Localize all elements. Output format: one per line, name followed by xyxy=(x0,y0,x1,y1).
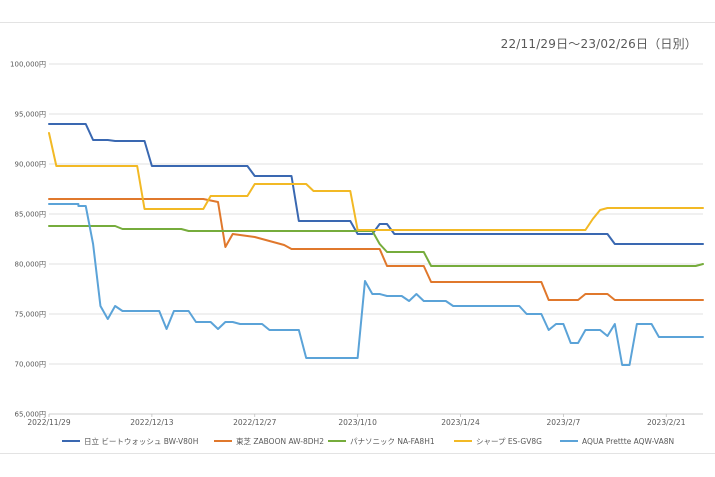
series-line-1 xyxy=(48,123,704,245)
y-tick-label: 100,000円 xyxy=(10,61,46,69)
legend-label-3: パナソニック NA-FA8H1 xyxy=(350,437,435,446)
x-tick-label: 2022/12/27 xyxy=(233,418,276,427)
y-tick-label: 65,000円 xyxy=(15,411,47,419)
legend-label-2: 東芝 ZABOON AW-8DH2 xyxy=(236,436,324,446)
y-tick-label: 85,000円 xyxy=(15,211,47,219)
x-tick-label: 2022/12/13 xyxy=(130,418,173,427)
y-tick-label: 70,000円 xyxy=(15,361,47,369)
series-line-4 xyxy=(48,132,704,231)
x-tick-label: 2023/2/7 xyxy=(547,418,581,427)
x-tick-label: 2023/1/10 xyxy=(338,418,377,427)
legend-label-1: 日立 ビートウォッシュ BW-V80H xyxy=(84,436,198,446)
series-line-3 xyxy=(48,225,704,267)
y-tick-label: 90,000円 xyxy=(15,161,47,169)
y-axis-ticks: 65,000円 70,000円 75,000円 80,000円 85,000円 90,00… xyxy=(10,61,46,419)
x-tick-label: 2022/11/29 xyxy=(27,418,70,427)
chart-subtitle: 22/11/29日〜23/02/26日（日別） xyxy=(500,37,697,51)
y-tick-label: 75,000円 xyxy=(15,311,47,319)
y-tick-label: 80,000円 xyxy=(15,261,47,269)
y-tick-label: 95,000円 xyxy=(15,111,47,119)
chart-frame xyxy=(0,22,715,454)
x-axis-ticks: 2022/11/29 2022/12/13 2022/12/27 2023/1/10 2… xyxy=(27,414,686,427)
legend-label-4: シャープ ES-GV8G xyxy=(476,437,542,446)
x-tick-label: 2023/1/24 xyxy=(441,418,480,427)
legend: 日立 ビートウォッシュ BW-V80H 東芝 ZABOON AW-8DH2 パナソニ… xyxy=(62,436,674,446)
series-line-5 xyxy=(48,203,704,366)
gridlines xyxy=(49,63,703,415)
series-lines xyxy=(48,123,704,366)
series-line-2 xyxy=(48,198,704,301)
x-tick-label: 2023/2/21 xyxy=(647,418,686,427)
legend-label-5: AQUA Prettte AQW-VA8N xyxy=(582,437,674,446)
